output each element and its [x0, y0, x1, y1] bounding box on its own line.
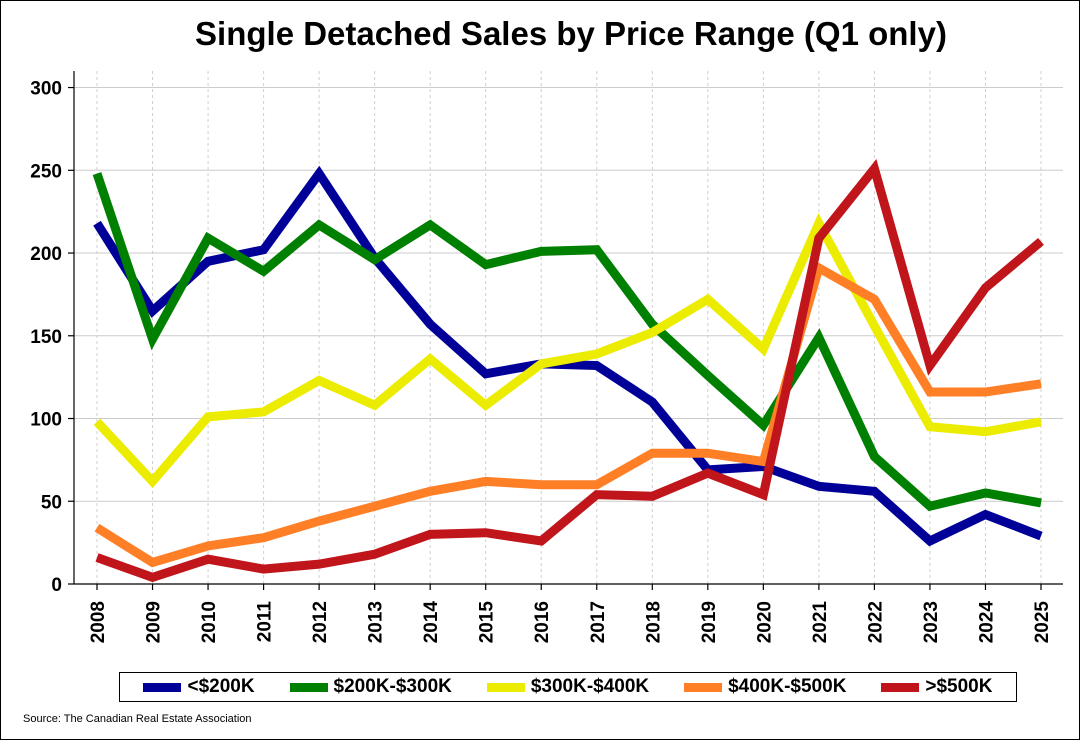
legend-item: >$500K [881, 676, 992, 698]
y-tick-label: 250 [30, 161, 62, 182]
series-line [95, 158, 1044, 583]
x-tick-label: 2012 [310, 601, 331, 643]
x-tick-label: 2010 [199, 601, 220, 643]
x-tick-label: 2019 [699, 601, 720, 643]
legend-label: $200K-$300K [333, 676, 452, 697]
x-tick-label: 2017 [588, 601, 609, 643]
legend-item: $400K-$500K [684, 676, 846, 698]
x-tick-label: 2020 [754, 601, 775, 643]
legend-item: $300K-$400K [486, 676, 650, 698]
chart-title: Single Detached Sales by Price Range (Q1… [195, 15, 947, 52]
series-line [94, 261, 1042, 568]
x-tick-label: 2025 [1032, 601, 1053, 644]
series-line [92, 172, 1042, 512]
x-tick-label: 2015 [477, 601, 498, 644]
legend-label: <$200K [187, 676, 255, 697]
x-tick-label: 2024 [976, 601, 997, 644]
legend-label: $300K-$400K [530, 676, 650, 697]
y-tick-label: 100 [30, 410, 62, 431]
y-tick-label: 50 [41, 492, 62, 513]
x-tick-label: 2008 [88, 601, 109, 643]
y-tick-label: 300 [30, 79, 62, 100]
x-tick-label: 2023 [921, 601, 942, 643]
legend-swatch [289, 682, 328, 692]
y-tick-label: 0 [51, 575, 62, 596]
legend-item: <$200K [143, 676, 255, 698]
source-note: Source: The Canadian Real Estate Associa… [23, 713, 252, 725]
legend-swatch [486, 682, 525, 692]
legend-label: >$500K [925, 676, 993, 697]
y-tick-label: 150 [30, 327, 62, 348]
series-line [93, 165, 1043, 547]
legend-label: $400K-$500K [728, 676, 847, 697]
x-tick-label: 2018 [643, 601, 664, 643]
legend-swatch [143, 682, 182, 692]
legend: <$200K $200K-$300K $300K-$400K $400K-$500K >… [119, 672, 1017, 702]
y-tick-label: 200 [30, 244, 62, 265]
x-tick-label: 2013 [366, 601, 387, 643]
legend-swatch [881, 682, 920, 692]
x-tick-label: 2011 [255, 601, 276, 643]
x-tick-label: 2021 [810, 601, 831, 644]
x-tick-label: 2009 [144, 601, 165, 643]
legend-swatch [684, 682, 723, 692]
x-tick-label: 2014 [421, 601, 442, 644]
series-line [93, 213, 1042, 489]
legend-item: $200K-$300K [289, 676, 452, 698]
x-tick-label: 2016 [532, 601, 553, 643]
x-tick-label: 2022 [865, 601, 886, 643]
